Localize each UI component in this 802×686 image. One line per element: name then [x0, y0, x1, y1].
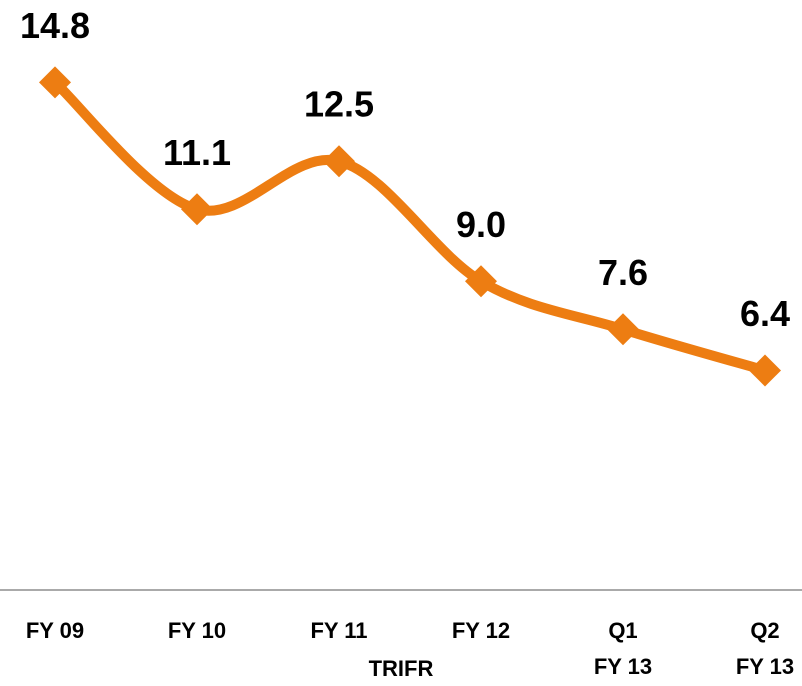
x-axis-title: TRIFR	[368, 656, 434, 681]
data-label: 11.1	[163, 132, 231, 173]
data-label: 6.4	[740, 293, 790, 334]
line	[51, 78, 767, 376]
x-tick-label: FY 12	[451, 618, 511, 643]
data-label: 7.6	[598, 252, 648, 293]
marker	[465, 265, 497, 298]
marker	[323, 145, 355, 178]
marker	[607, 313, 639, 346]
x-tick-label: FY 09	[25, 618, 85, 643]
marker	[749, 354, 781, 387]
x-tick-label: Q1 FY 13	[593, 618, 653, 679]
x-tick-label: FY 10	[167, 618, 227, 643]
x-tick-label: FY 11	[310, 618, 368, 643]
data-label: 12.5	[304, 84, 374, 125]
marker	[181, 193, 213, 226]
data-label: 9.0	[456, 204, 506, 245]
marker	[39, 66, 71, 99]
data-label: 14.8	[20, 5, 90, 46]
x-tick-label: Q2 FY 13	[735, 618, 795, 679]
